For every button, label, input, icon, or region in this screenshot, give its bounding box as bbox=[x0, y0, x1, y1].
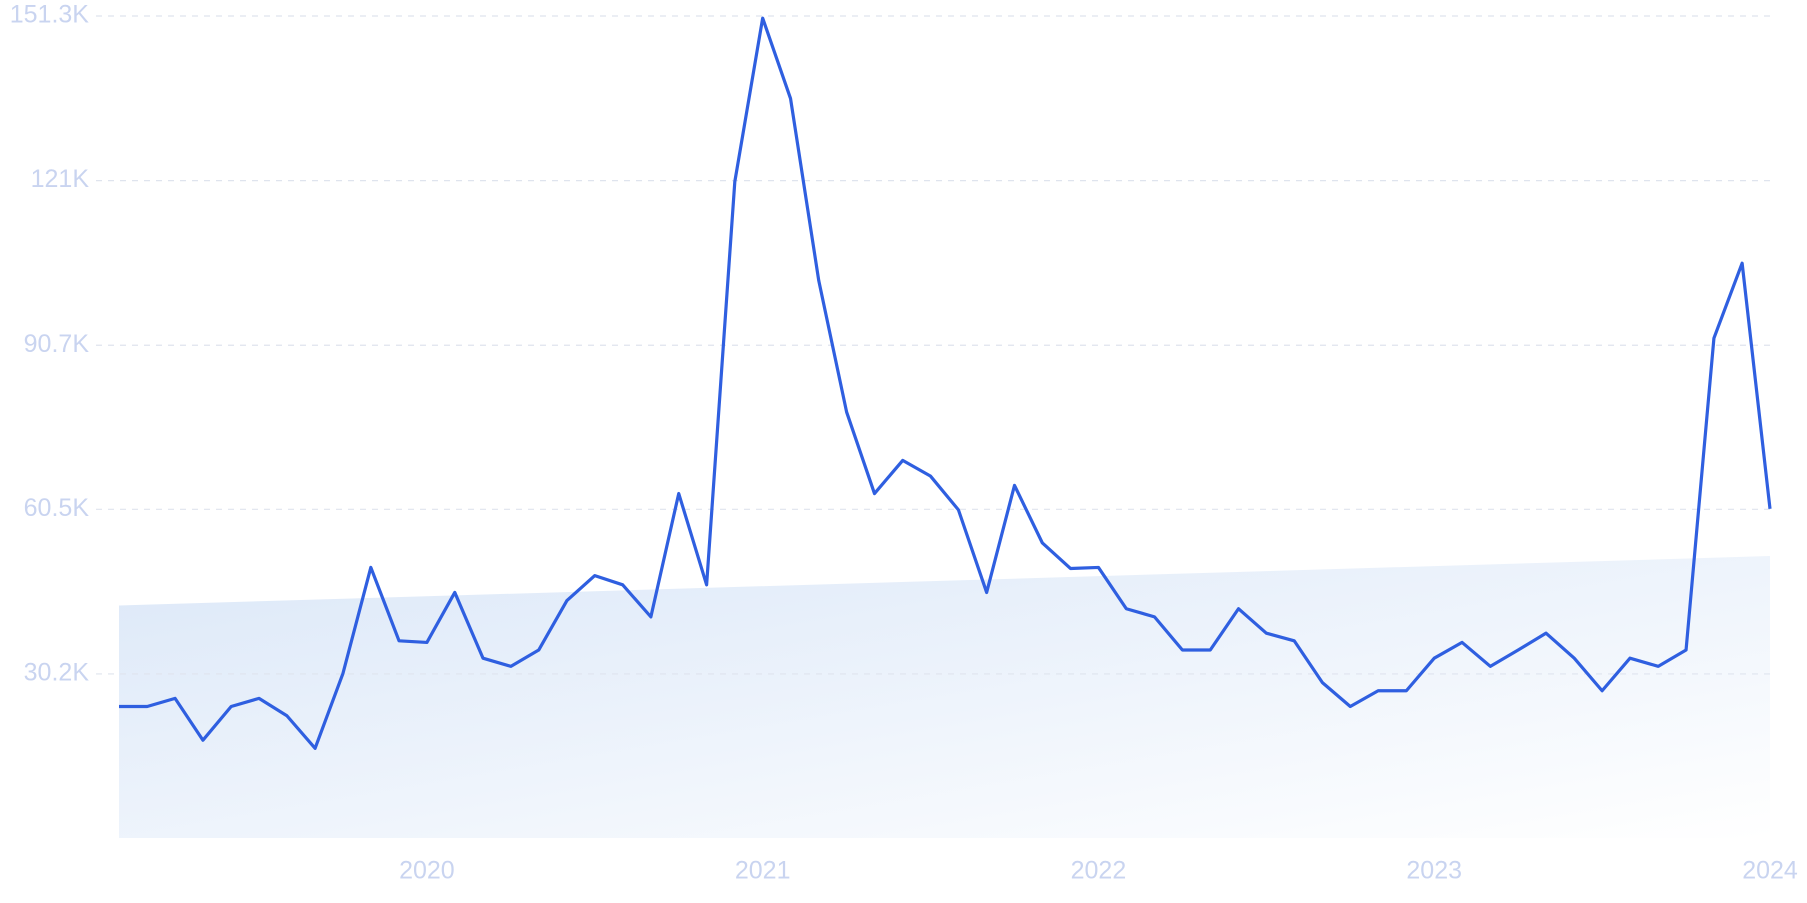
trend-area bbox=[119, 556, 1770, 838]
y-tick-label: 121K bbox=[31, 165, 90, 193]
x-tick-label: 2020 bbox=[399, 857, 455, 885]
y-tick-label: 60.5K bbox=[24, 494, 90, 522]
y-tick-label: 151.3K bbox=[10, 1, 90, 29]
x-tick-label: 2021 bbox=[735, 857, 791, 885]
y-tick-label: 90.7K bbox=[24, 330, 90, 358]
y-tick-label: 30.2K bbox=[24, 659, 90, 687]
data-line bbox=[119, 16, 1772, 750]
x-tick-label: 2023 bbox=[1406, 857, 1462, 885]
x-tick-label: 2022 bbox=[1071, 857, 1127, 885]
x-tick-label: 2024 bbox=[1742, 857, 1798, 885]
